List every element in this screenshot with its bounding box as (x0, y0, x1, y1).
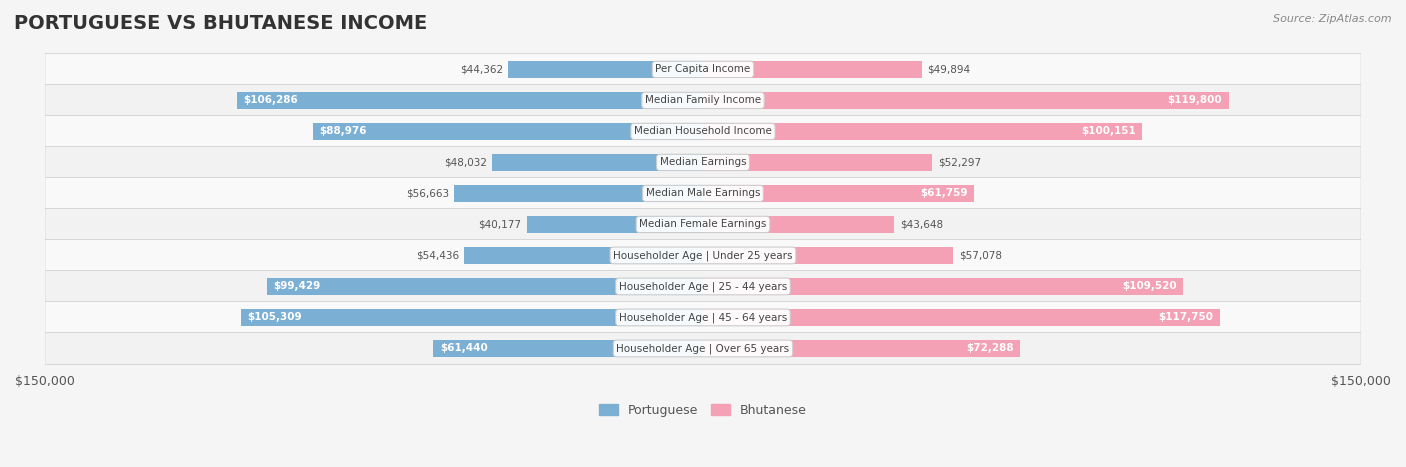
Bar (703, 92, 1229, 109)
Bar (703, 278, 1184, 295)
Text: $52,297: $52,297 (938, 157, 981, 168)
FancyBboxPatch shape (45, 116, 1361, 147)
FancyBboxPatch shape (45, 54, 1361, 85)
Bar (433, 340, 703, 357)
FancyBboxPatch shape (45, 271, 1361, 302)
Bar (703, 185, 974, 202)
Bar (236, 92, 703, 109)
Bar (240, 309, 703, 326)
Text: $44,362: $44,362 (460, 64, 503, 74)
Text: $61,759: $61,759 (920, 188, 967, 198)
Text: $106,286: $106,286 (243, 95, 298, 106)
Text: $54,436: $54,436 (416, 250, 458, 261)
Bar (703, 154, 932, 171)
Bar (703, 309, 1219, 326)
FancyBboxPatch shape (45, 333, 1361, 364)
Text: $109,520: $109,520 (1122, 282, 1177, 291)
Text: $48,032: $48,032 (444, 157, 486, 168)
FancyBboxPatch shape (45, 209, 1361, 240)
Text: Per Capita Income: Per Capita Income (655, 64, 751, 74)
FancyBboxPatch shape (45, 177, 1361, 209)
Text: Householder Age | 25 - 44 years: Householder Age | 25 - 44 years (619, 281, 787, 292)
Bar (492, 154, 703, 171)
Text: $117,750: $117,750 (1159, 312, 1213, 322)
Text: Source: ZipAtlas.com: Source: ZipAtlas.com (1274, 14, 1392, 24)
Text: Median Male Earnings: Median Male Earnings (645, 188, 761, 198)
Bar (267, 278, 703, 295)
FancyBboxPatch shape (45, 85, 1361, 116)
Text: $56,663: $56,663 (406, 188, 449, 198)
Text: $43,648: $43,648 (900, 219, 943, 229)
Bar (703, 61, 922, 78)
FancyBboxPatch shape (45, 302, 1361, 333)
Text: $49,894: $49,894 (927, 64, 970, 74)
FancyBboxPatch shape (45, 147, 1361, 178)
Text: $88,976: $88,976 (319, 127, 367, 136)
Text: Median Household Income: Median Household Income (634, 127, 772, 136)
Text: PORTUGUESE VS BHUTANESE INCOME: PORTUGUESE VS BHUTANESE INCOME (14, 14, 427, 33)
Text: $105,309: $105,309 (247, 312, 302, 322)
Text: $119,800: $119,800 (1167, 95, 1222, 106)
Bar (703, 247, 953, 264)
FancyBboxPatch shape (45, 240, 1361, 271)
Bar (703, 216, 894, 233)
Text: Householder Age | Over 65 years: Householder Age | Over 65 years (616, 343, 790, 354)
Bar (703, 123, 1142, 140)
Bar (454, 185, 703, 202)
Text: Householder Age | Under 25 years: Householder Age | Under 25 years (613, 250, 793, 261)
Bar (527, 216, 703, 233)
Bar (464, 247, 703, 264)
Text: Median Family Income: Median Family Income (645, 95, 761, 106)
Legend: Portuguese, Bhutanese: Portuguese, Bhutanese (595, 399, 811, 422)
Text: $72,288: $72,288 (966, 343, 1014, 354)
Bar (509, 61, 703, 78)
Text: $40,177: $40,177 (478, 219, 522, 229)
Text: Median Female Earnings: Median Female Earnings (640, 219, 766, 229)
Text: $99,429: $99,429 (273, 282, 321, 291)
Bar (703, 340, 1021, 357)
Text: $61,440: $61,440 (440, 343, 488, 354)
Text: Median Earnings: Median Earnings (659, 157, 747, 168)
Bar (312, 123, 703, 140)
Text: Householder Age | 45 - 64 years: Householder Age | 45 - 64 years (619, 312, 787, 323)
Text: $100,151: $100,151 (1081, 127, 1136, 136)
Text: $57,078: $57,078 (959, 250, 1001, 261)
